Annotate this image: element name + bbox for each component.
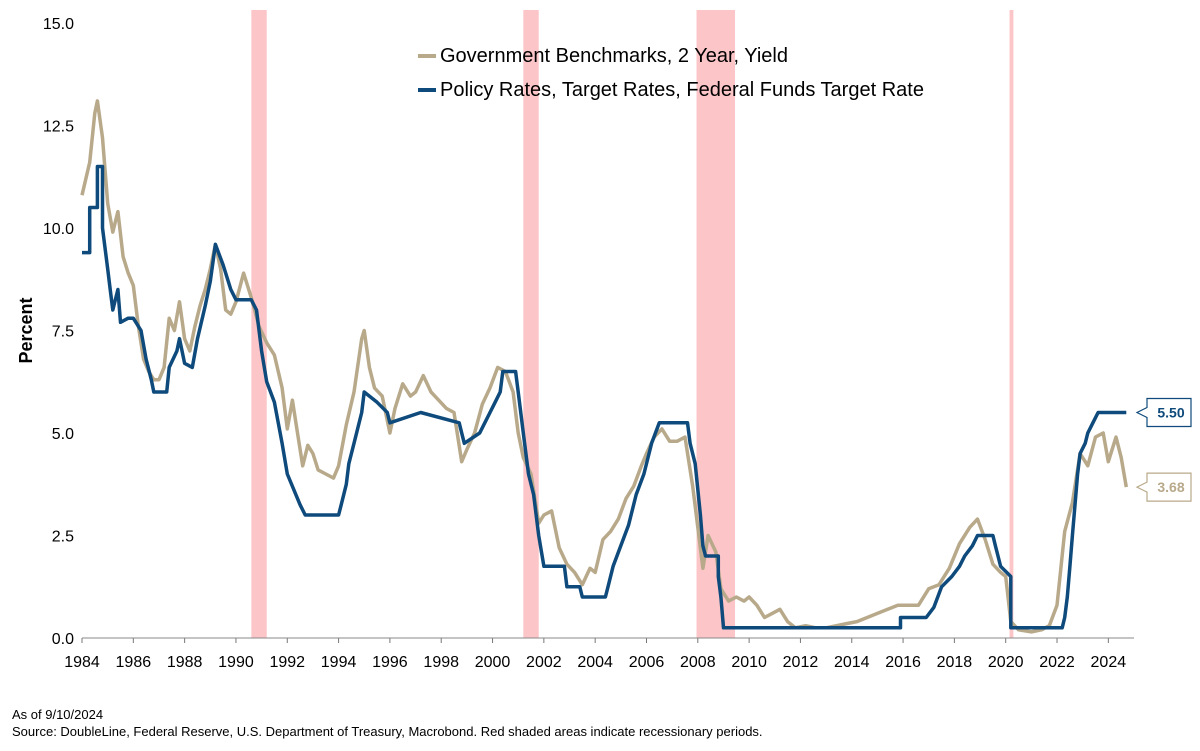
legend: Government Benchmarks, 2 Year, Yield Poli…: [418, 45, 924, 101]
y-tick-label: 2.5: [52, 529, 74, 546]
x-tick-label: 2022: [1039, 654, 1075, 671]
x-tick-label: 2024: [1091, 654, 1127, 671]
series-line-fed-funds: [82, 164, 1127, 630]
x-tick-label: 1990: [218, 654, 254, 671]
end-value-label: 3.68: [1157, 479, 1184, 495]
y-tick-label: 12.5: [43, 119, 74, 136]
recession-band: [1009, 10, 1014, 638]
x-tick-label: 2016: [885, 654, 921, 671]
x-axis: 1984 1986 1988 1990 1992 1994 1996 1998 2000 2002…: [64, 638, 1126, 671]
y-tick-label: 10.0: [43, 221, 74, 238]
x-tick-label: 2004: [577, 654, 613, 671]
x-tick-label: 2000: [475, 654, 511, 671]
end-value-callout-box: [1135, 397, 1192, 428]
y-tick-label: 5.0: [52, 426, 74, 443]
y-tick-label: 7.5: [52, 324, 74, 341]
x-tick-label: 1996: [372, 654, 408, 671]
x-tick-label: 1992: [269, 654, 305, 671]
x-tick-label: 2008: [680, 654, 716, 671]
x-tick-label: 1988: [167, 654, 203, 671]
x-tick-label: 1998: [423, 654, 459, 671]
end-value-callout-box: [1135, 472, 1192, 502]
end-value-label: 5.50: [1157, 405, 1184, 421]
source-note: Source: DoubleLine, Federal Reserve, U.S…: [12, 724, 763, 739]
y-axis-label: Percent: [16, 297, 36, 363]
x-tick-label: 2018: [937, 654, 973, 671]
legend-entry: Policy Rates, Target Rates, Federal Fund…: [440, 79, 924, 101]
x-tick-label: 1984: [64, 654, 100, 671]
legend-entry: Government Benchmarks, 2 Year, Yield: [440, 45, 788, 67]
x-tick-label: 2002: [526, 654, 562, 671]
series-lines: [80, 99, 1129, 634]
end-value-callouts: 3.68 5.50: [1135, 397, 1192, 502]
x-tick-label: 2014: [834, 654, 870, 671]
x-tick-label: 1994: [321, 654, 357, 671]
x-tick-label: 1986: [116, 654, 152, 671]
x-tick-label: 2006: [629, 654, 665, 671]
recession-band: [523, 10, 539, 638]
recession-bands: [251, 10, 1014, 638]
y-axis: 0.0 2.5 5.0 7.5 10.0 12.5 15.0: [43, 16, 74, 648]
x-tick-label: 2010: [731, 654, 767, 671]
y-tick-label: 0.0: [52, 631, 74, 648]
y-tick-label: 15.0: [43, 16, 74, 33]
x-tick-label: 2020: [988, 654, 1024, 671]
x-tick-label: 2012: [783, 654, 819, 671]
as-of-note: As of 9/10/2024: [12, 707, 104, 722]
